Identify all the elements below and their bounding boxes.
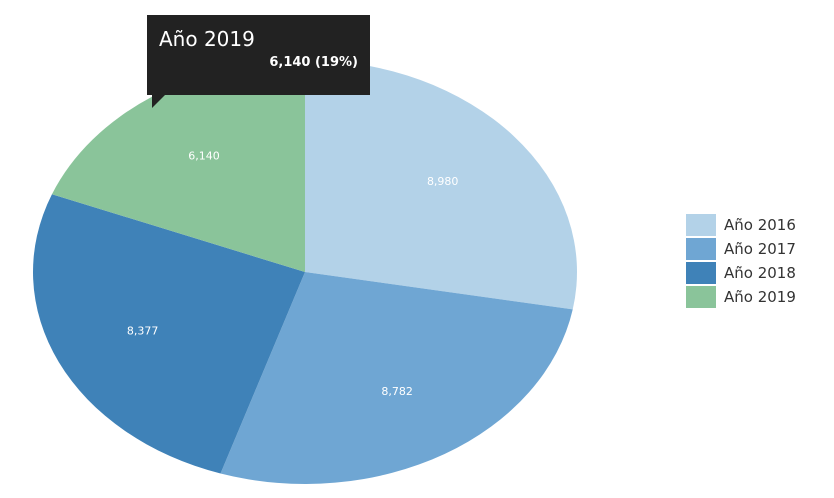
- pie-slice[interactable]: [51, 59, 306, 272]
- pie-slice[interactable]: [33, 194, 305, 474]
- tooltip-title: Año 2019: [159, 27, 255, 51]
- legend-label: Año 2017: [724, 240, 796, 258]
- legend-swatch: [686, 238, 716, 260]
- legend-item[interactable]: Año 2019: [686, 285, 796, 309]
- legend-item[interactable]: Año 2016: [686, 213, 796, 237]
- pie-data-label: 8,782: [381, 385, 413, 398]
- legend-swatch: [686, 262, 716, 284]
- pie-data-label: 6,140: [188, 149, 220, 162]
- legend-item[interactable]: Año 2017: [686, 237, 796, 261]
- tooltip: Año 2019 6,140 (19%): [147, 15, 370, 108]
- legend-label: Año 2016: [724, 216, 796, 234]
- legend-label: Año 2018: [724, 264, 796, 282]
- legend-item[interactable]: Año 2018: [686, 261, 796, 285]
- pie-data-labels: 8,980 8,782 8,377 6,140: [127, 149, 459, 398]
- pie-data-label: 8,377: [127, 325, 159, 338]
- legend: Año 2016 Año 2017 Año 2018 Año 2019: [686, 213, 796, 309]
- legend-swatch: [686, 214, 716, 236]
- pie-slices: [33, 59, 577, 484]
- pie-data-label: 8,980: [427, 175, 459, 188]
- legend-swatch: [686, 286, 716, 308]
- tooltip-value: 6,140 (19%): [269, 55, 358, 70]
- pie-slice[interactable]: [305, 60, 577, 310]
- pie-slice[interactable]: [220, 272, 573, 484]
- legend-label: Año 2019: [724, 288, 796, 306]
